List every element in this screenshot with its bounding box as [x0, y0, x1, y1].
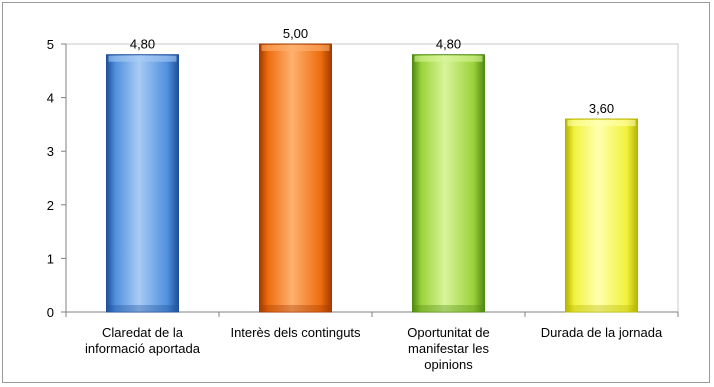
- bar-bevel-bottom: [108, 305, 177, 311]
- bar-bevel-bottom: [261, 305, 330, 311]
- x-tick-label: Interès dels continguts: [230, 325, 361, 340]
- bar-bevel-bottom: [567, 305, 636, 311]
- bar: [565, 118, 638, 313]
- y-tick-label: 4: [47, 91, 54, 106]
- bar-bevel-top: [414, 55, 483, 62]
- y-tick-label: 3: [47, 144, 54, 159]
- x-tick-label: Durada de la jornada: [541, 325, 663, 340]
- x-tick-label: Claredat de la informació aportada: [85, 325, 201, 356]
- y-tick-label: 2: [47, 198, 54, 213]
- bar: [106, 54, 179, 313]
- bar-bevel-top: [567, 120, 636, 127]
- data-label: 3,60: [589, 101, 614, 116]
- y-tick-label: 1: [47, 251, 54, 266]
- x-tick-label: Oportunitat de manifestar les opinions: [407, 325, 489, 372]
- bar: [412, 54, 485, 313]
- data-label: 4,80: [130, 37, 155, 52]
- bar-bevel-top: [261, 45, 330, 51]
- y-tick-label: 0: [47, 305, 54, 320]
- y-tick-label: 5: [47, 37, 54, 52]
- plot-area: 0 1 2 3 4 5 4,80 Claredat de la informació aport…: [47, 26, 679, 372]
- bar-bevel-bottom: [414, 305, 483, 311]
- bar: [259, 43, 332, 313]
- data-label: 5,00: [283, 26, 308, 41]
- bar-bevel-top: [108, 55, 177, 62]
- data-label: 4,80: [436, 37, 461, 52]
